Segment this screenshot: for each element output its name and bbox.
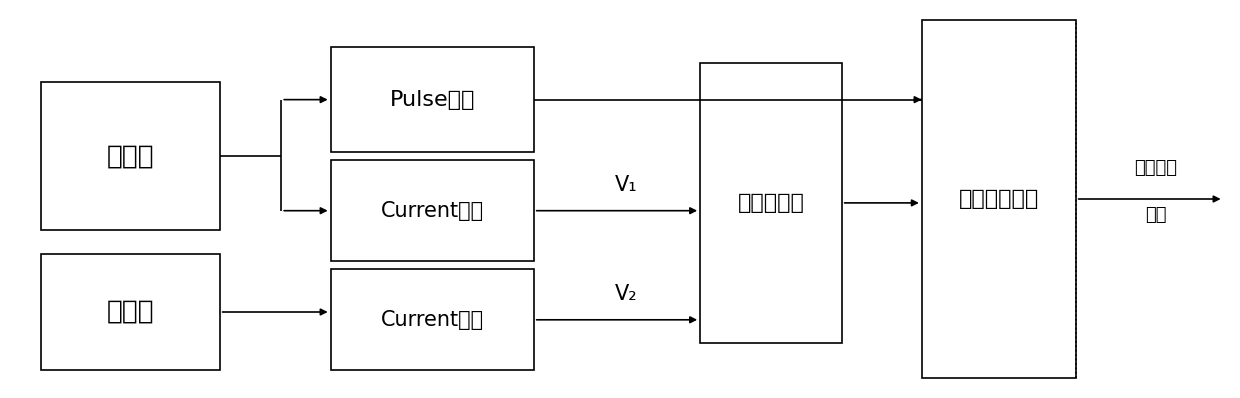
Bar (701, 62, 842, 343)
Bar (921, 20, 1076, 378)
Text: V₁: V₁ (615, 176, 637, 195)
Text: 模式选择模块: 模式选择模块 (959, 189, 1039, 209)
Text: 裂变室: 裂变室 (107, 143, 154, 169)
Text: 参考室: 参考室 (107, 299, 154, 325)
Text: V₂: V₂ (615, 285, 637, 304)
Bar (331, 47, 533, 152)
Text: 后处理模块: 后处理模块 (738, 193, 805, 213)
Text: 输出: 输出 (1145, 206, 1167, 224)
Bar (41, 82, 219, 230)
Text: 中子通量: 中子通量 (1135, 159, 1177, 177)
Text: Pulse模块: Pulse模块 (389, 90, 475, 109)
Bar (41, 254, 219, 371)
Text: Current模块: Current模块 (381, 201, 484, 220)
Text: Current模块: Current模块 (381, 310, 484, 330)
Bar (331, 269, 533, 371)
Bar (331, 160, 533, 261)
